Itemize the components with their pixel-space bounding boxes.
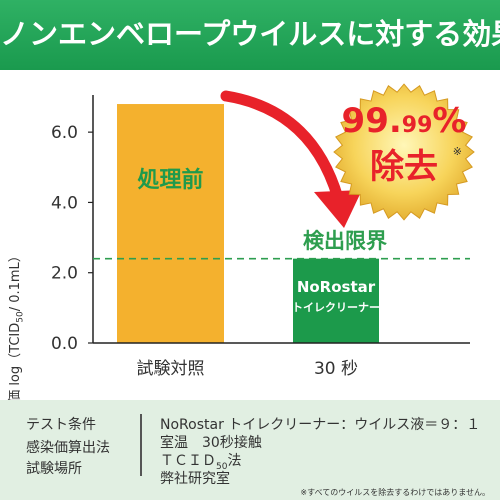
detection-limit-label: 検出限界 bbox=[303, 229, 387, 253]
bar-label-before: 処理前 bbox=[137, 167, 203, 193]
condition-ratio: NoRostar トイレクリーナー：ウイルス液＝９：１ bbox=[160, 417, 481, 433]
removal-percent: 99.99% bbox=[341, 101, 467, 141]
removal-label: 除去 bbox=[370, 147, 438, 187]
x-category-label: 30 秒 bbox=[314, 359, 358, 379]
condition-contact: 室温 30秒接触 bbox=[160, 435, 262, 451]
test-conditions-panel: テスト条件 感染価算出法 試験場所 NoRostar トイレクリーナー：ウイルス… bbox=[0, 400, 500, 500]
bar-label-product-name: NoRostar bbox=[297, 278, 376, 296]
label-infectivity-method: 感染価算出法 bbox=[26, 440, 110, 456]
label-test-conditions: テスト条件 bbox=[26, 417, 96, 433]
divider bbox=[140, 414, 142, 476]
footnote-mark: ※ bbox=[452, 145, 462, 158]
chart-area: 0.0 2.0 4.0 6.0 検出限界 処理前 NoRostar トイレクリーナー試験対照 3… bbox=[0, 70, 500, 481]
removal-badge: 99.99% 除去 ※ bbox=[330, 83, 478, 221]
page-title: ノンエンベロープウイルスに対する効果 bbox=[0, 0, 500, 70]
condition-location: 弊社研究室 bbox=[160, 471, 230, 487]
y-tick-label: 2.0 bbox=[51, 264, 78, 284]
bar-label-product-type: トイレクリーナー bbox=[292, 301, 380, 314]
condition-method: ＴＣＩＤ50法 bbox=[160, 453, 242, 472]
y-tick-label: 4.0 bbox=[51, 193, 78, 213]
label-test-location: 試験場所 bbox=[26, 461, 82, 477]
bar-30s bbox=[293, 258, 379, 343]
footnote: ※すべてのウイルスを除去するわけではありません。 bbox=[300, 488, 490, 497]
arrow-head bbox=[314, 190, 362, 228]
x-category-label: 試験対照 bbox=[137, 359, 205, 379]
bar-control bbox=[117, 104, 224, 344]
y-tick-label: 6.0 bbox=[51, 123, 78, 143]
starburst-shape bbox=[333, 83, 475, 221]
y-tick-label: 0.0 bbox=[51, 334, 78, 354]
arrow-shaft bbox=[220, 90, 344, 204]
